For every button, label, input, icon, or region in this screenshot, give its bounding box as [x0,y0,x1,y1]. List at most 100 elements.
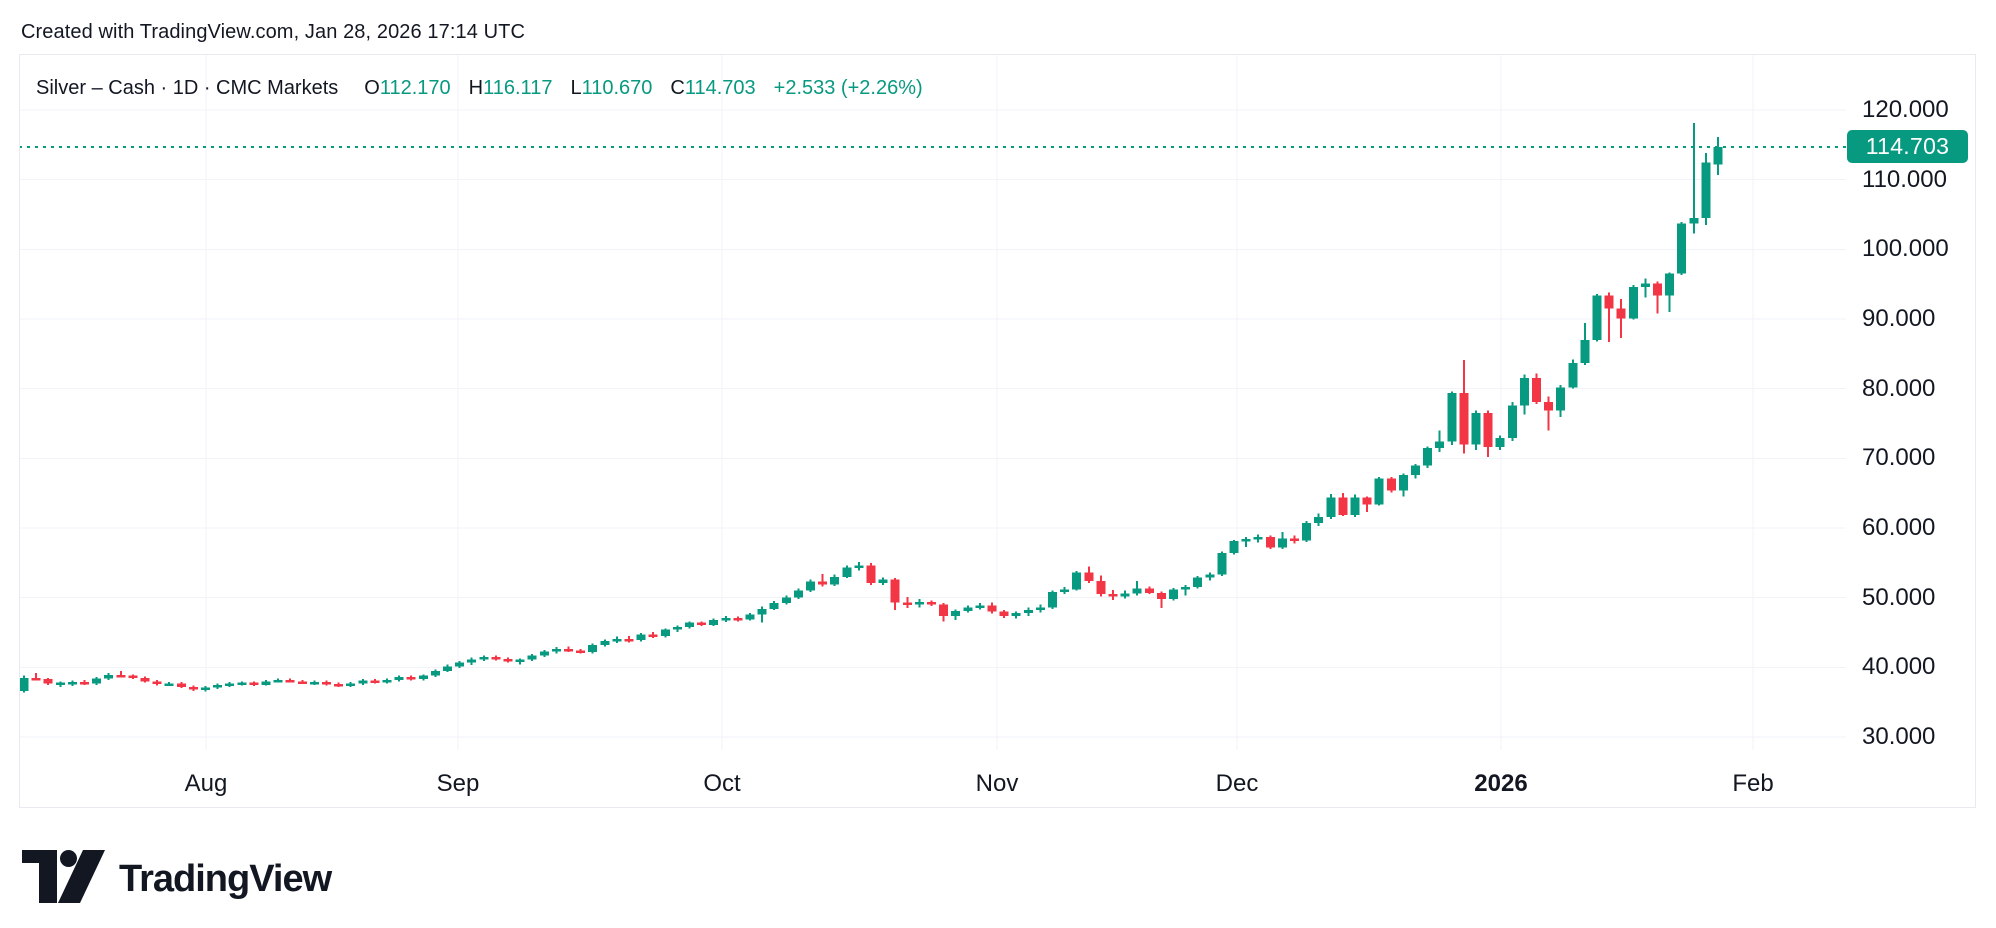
candle [152,679,162,686]
candle [128,674,138,680]
candle [1205,572,1215,581]
close-value: 114.703 [684,76,756,99]
price-axis-label: 70.000 [1862,444,1936,472]
candle [1011,611,1021,619]
candle [297,679,307,685]
price-axis-label: 110.000 [1862,165,1947,193]
candle [237,681,247,686]
price-axis-label: 90.000 [1862,305,1936,332]
candle [806,579,815,593]
candle [600,639,610,647]
high-value: 116.117 [483,76,553,99]
candle [1253,534,1263,543]
close-label: C [670,76,685,99]
candle [1072,571,1082,591]
candle [1701,153,1711,225]
candle [551,647,561,654]
time-axis-label: 2026 [1474,770,1528,797]
candle [1580,323,1590,365]
candle [309,680,319,685]
price-axis-label: 40.000 [1862,653,1936,681]
price-axis-label: 100.000 [1862,235,1949,263]
candle [890,578,900,611]
candle [334,682,344,687]
candle [479,655,489,662]
ohlc-low: L110.670 [570,77,652,100]
candle [164,681,174,687]
candle [467,657,477,666]
candle [963,605,973,613]
candle [975,603,985,610]
candle [1386,477,1396,493]
symbol-title: Silver – Cash · 1D · CMC Markets [36,76,339,99]
candle [951,609,961,620]
price-axis-label: 50.000 [1862,583,1936,611]
time-axis-label: Dec [1215,770,1259,797]
candle [1362,496,1372,512]
candle [818,573,828,587]
candle [80,679,89,685]
candle [116,670,126,678]
candle [721,615,731,623]
candle [19,675,29,693]
candle [842,565,852,579]
candle [1689,123,1699,234]
candle [31,672,41,681]
candle [249,681,259,687]
candle [745,612,755,621]
candle [1556,385,1566,418]
candle [1156,591,1166,609]
candle [1326,493,1336,519]
candle [273,678,283,683]
candle [624,635,634,643]
candle [503,657,513,663]
candle [1568,359,1578,389]
candle [914,599,924,608]
candle [588,643,598,654]
candle [1108,590,1118,600]
time-axis-label: Aug [184,770,228,797]
candle [927,600,936,607]
candle [1447,391,1457,446]
candle [1277,532,1287,549]
candle [370,679,380,684]
candle [176,681,186,689]
candle [1265,535,1275,549]
candle [92,677,102,685]
candle [709,618,719,627]
candle [1532,373,1541,404]
candle [1653,281,1662,314]
candle [491,655,501,661]
candle [346,681,356,687]
candle [793,588,803,600]
candle [987,602,997,614]
price-axis-label: 120.000 [1862,96,1949,123]
candle [685,621,694,629]
candle [769,601,779,611]
tradingview-logo[interactable]: TradingView [22,850,332,908]
attribution-text: Created with TradingView.com, Jan 28, 20… [21,21,525,43]
candle [1459,360,1469,454]
candle [1035,604,1045,613]
candle [636,633,646,642]
candle [201,686,210,692]
candle [576,649,586,654]
candle [1435,430,1445,453]
candle [394,675,404,682]
candle [1677,222,1687,276]
candle [1604,292,1614,342]
candle [1096,575,1106,597]
candle [188,685,198,692]
open-value: 112.170 [379,76,451,99]
candle [406,675,416,681]
candle [382,678,392,684]
candle [1023,607,1033,616]
candle [1713,137,1723,175]
candle [213,683,223,689]
candle [830,574,840,586]
ohlc-high: H116.117 [469,77,553,100]
candle [1374,477,1384,506]
price-axis-label: 80.000 [1862,374,1936,402]
